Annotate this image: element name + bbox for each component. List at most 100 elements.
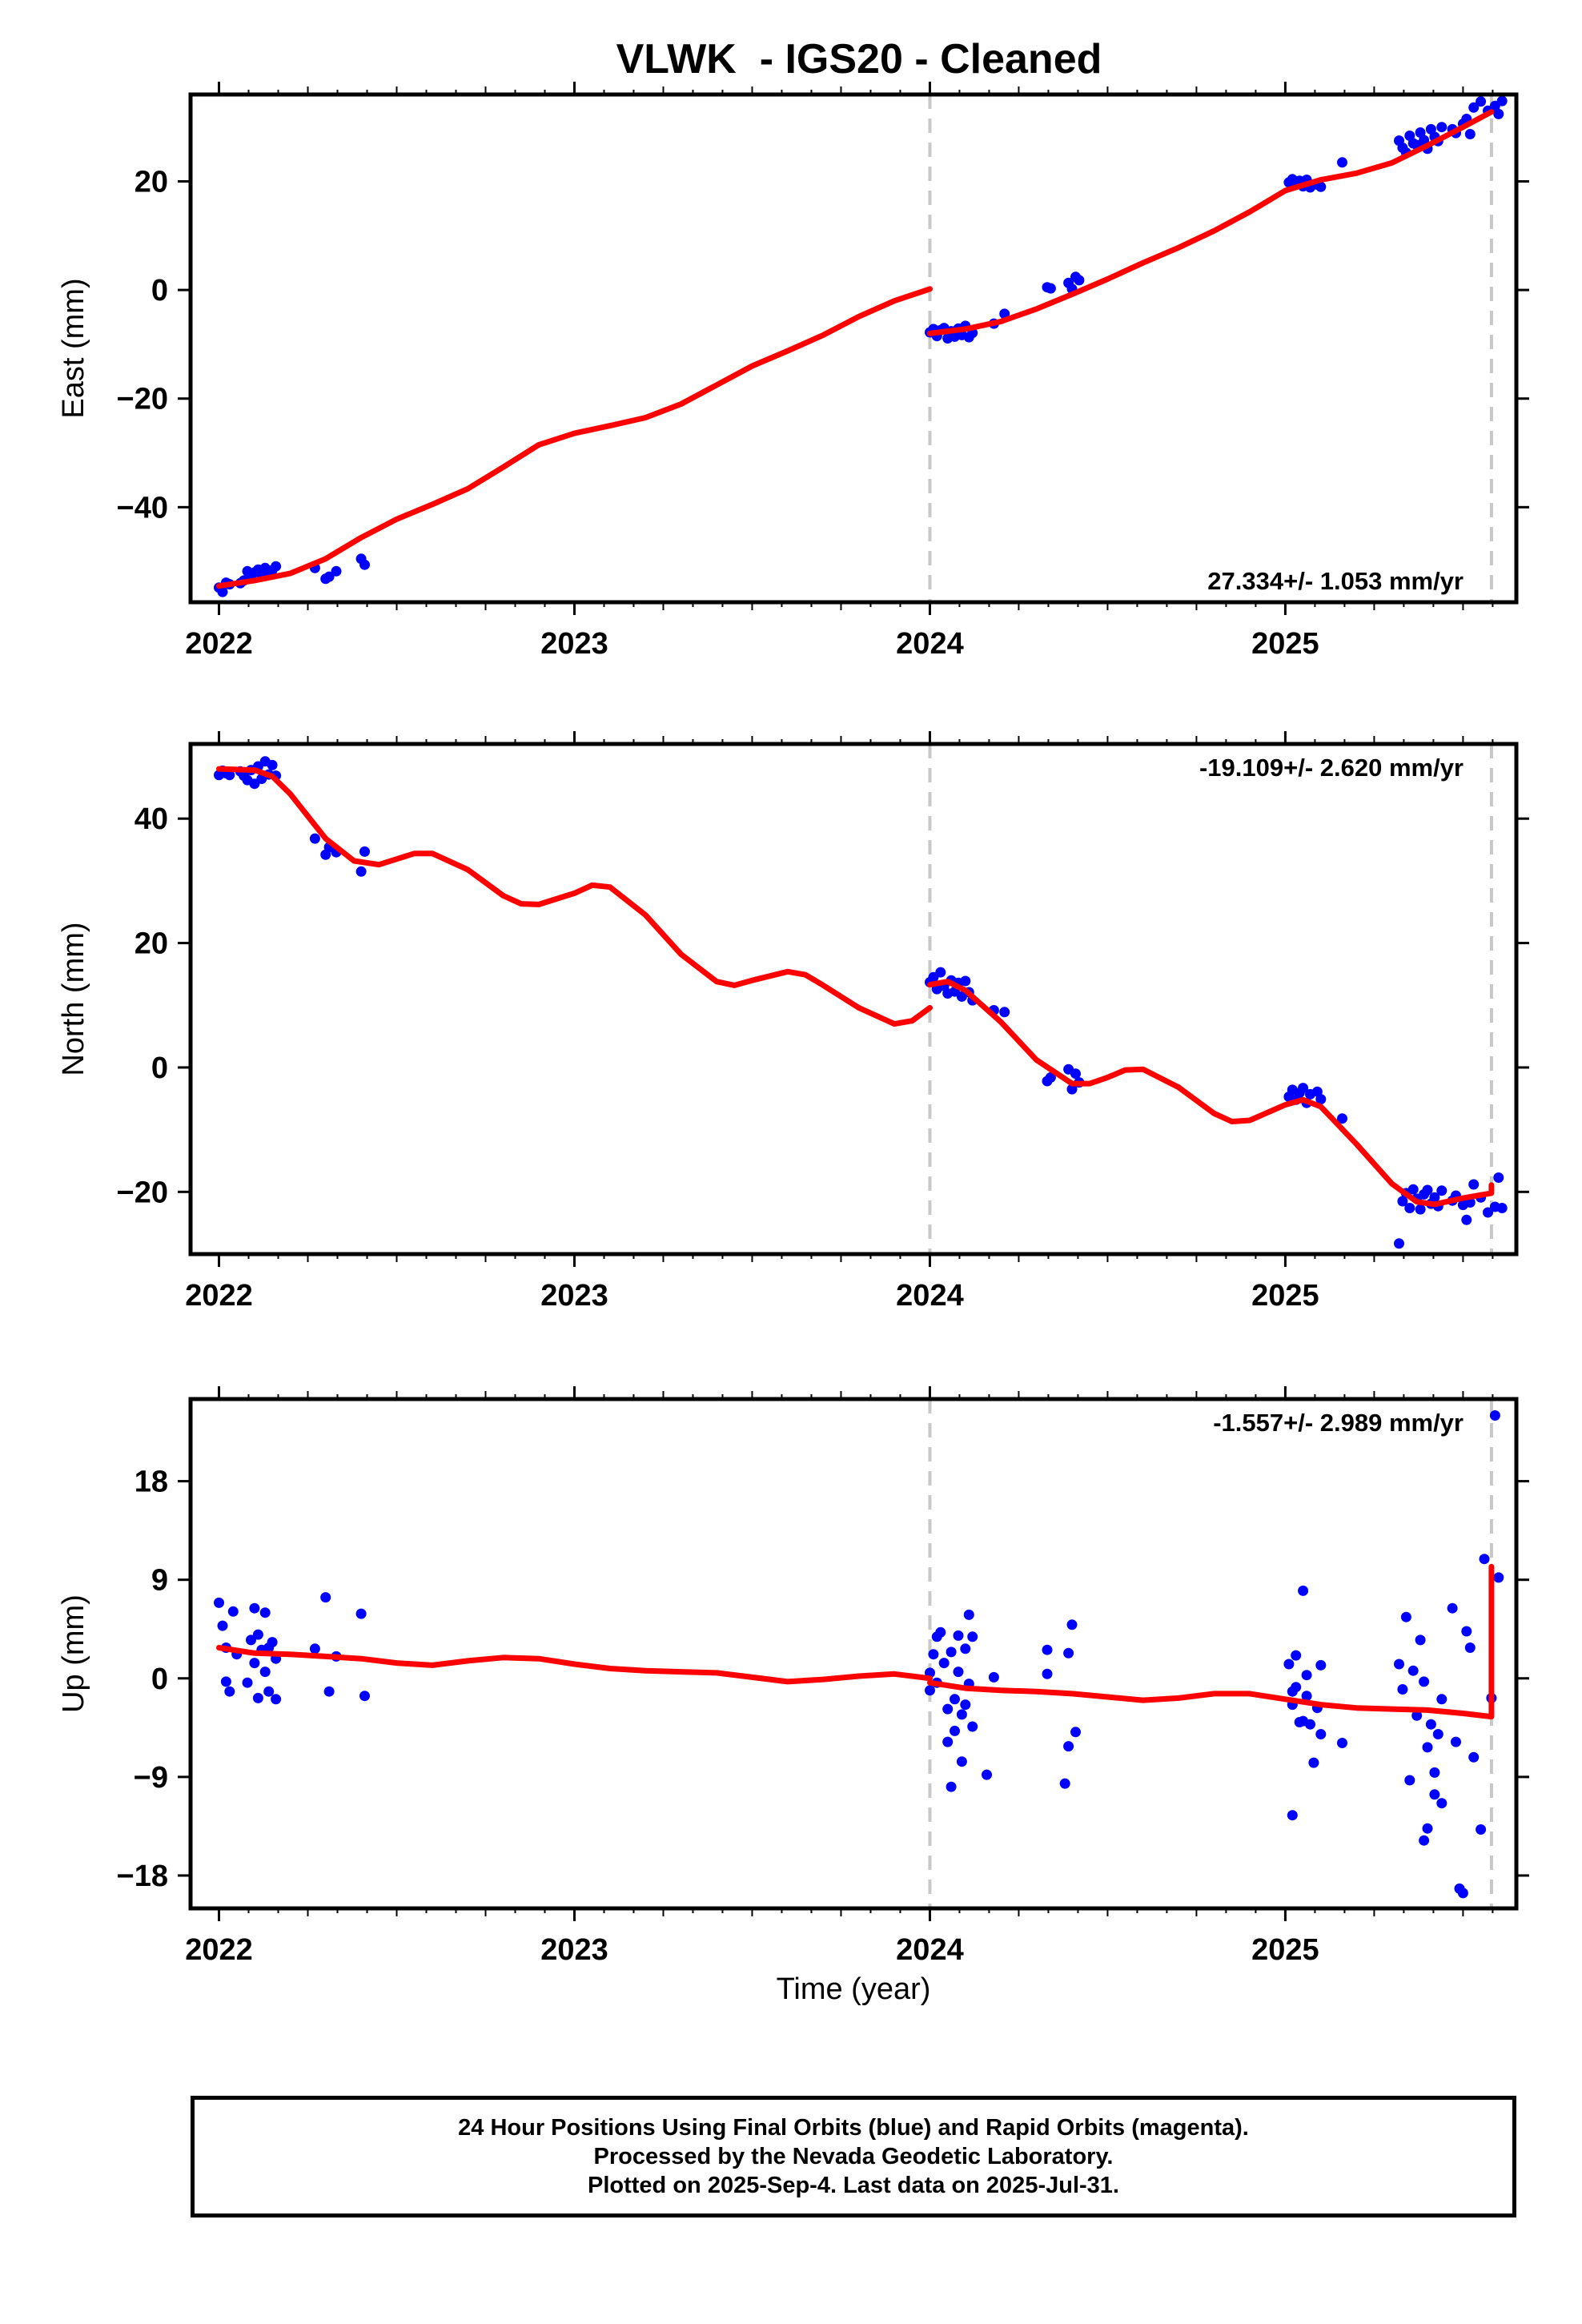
data-point xyxy=(967,1631,978,1642)
up-frame xyxy=(188,1397,1519,1911)
data-point xyxy=(271,1694,282,1705)
data-point xyxy=(259,1667,271,1678)
data-point xyxy=(1283,1659,1295,1670)
data-point xyxy=(1476,1824,1487,1835)
data-point xyxy=(224,770,235,781)
east-y-tick-label: 0 xyxy=(151,274,168,308)
footer-line-2: Processed by the Nevada Geodetic Laborat… xyxy=(593,2144,1114,2169)
data-point xyxy=(1415,1204,1426,1215)
data-point xyxy=(1429,1767,1440,1778)
data-point xyxy=(359,559,370,570)
data-point xyxy=(220,1676,231,1687)
north-y-tick-label: 0 xyxy=(151,1051,168,1085)
data-point xyxy=(227,1606,239,1617)
data-point xyxy=(246,1634,256,1646)
data-point xyxy=(1468,1179,1480,1190)
east-x-tick-label: 2023 xyxy=(540,627,608,661)
north-y-axis-label: North (mm) xyxy=(57,922,90,1076)
data-point xyxy=(1042,1644,1053,1655)
data-point xyxy=(1059,1778,1070,1789)
data-point xyxy=(935,967,946,978)
data-point xyxy=(1315,1659,1327,1671)
up-rate-label: -1.557+/- 2.989 mm/yr xyxy=(1213,1409,1464,1437)
north-points xyxy=(214,756,1508,1249)
data-point xyxy=(1074,275,1085,286)
data-point xyxy=(1479,1554,1490,1565)
data-point xyxy=(267,759,278,770)
data-point xyxy=(1429,1192,1440,1203)
up-x-tick-label: 2025 xyxy=(1251,1933,1319,1967)
up-x-tick-label: 2023 xyxy=(540,1933,608,1967)
data-point xyxy=(1337,1738,1347,1748)
data-point xyxy=(1397,1684,1408,1695)
data-point xyxy=(252,1629,263,1640)
north-y-tick-label: 20 xyxy=(135,927,168,961)
data-point xyxy=(1394,1238,1404,1249)
data-point xyxy=(1457,1888,1468,1899)
east-x-tick-label: 2022 xyxy=(185,627,253,661)
data-point xyxy=(359,1691,370,1702)
east-y-axis-label: East (mm) xyxy=(57,278,90,418)
east-x-tick-label: 2024 xyxy=(896,627,964,661)
data-point xyxy=(1419,135,1430,146)
data-point xyxy=(214,1597,224,1608)
up-x-tick-label: 2024 xyxy=(896,1933,964,1967)
data-point xyxy=(1063,1647,1074,1659)
chart-title: VLWK - IGS20 - Cleaned xyxy=(616,36,1102,82)
data-point xyxy=(950,1694,960,1705)
data-point xyxy=(967,1721,978,1732)
up-panel: 18 9 0 −9 −18 2022 2023 2024 2025 Up (mm) -1.557+/… xyxy=(57,1386,1529,1967)
data-point xyxy=(1429,1789,1440,1800)
data-point xyxy=(1404,1775,1415,1786)
north-x-tick-label: 2025 xyxy=(1251,1279,1319,1313)
data-point xyxy=(267,1637,278,1648)
data-point xyxy=(1063,1741,1074,1752)
data-point xyxy=(1468,102,1480,113)
data-point xyxy=(988,1671,999,1683)
data-point xyxy=(359,846,370,857)
data-point xyxy=(942,1736,954,1747)
north-model-line-0 xyxy=(216,766,933,1027)
data-point xyxy=(271,561,282,572)
up-y-tick-label: 0 xyxy=(151,1663,168,1696)
data-point xyxy=(938,1658,950,1669)
north-rate-label: -19.109+/- 2.620 mm/yr xyxy=(1199,754,1464,782)
data-point xyxy=(1476,96,1487,107)
data-point xyxy=(259,1607,271,1618)
data-point xyxy=(1301,1670,1312,1681)
data-point xyxy=(1400,1611,1411,1622)
data-point xyxy=(224,1686,235,1697)
data-point xyxy=(355,866,367,877)
data-point xyxy=(1407,1665,1419,1676)
up-points xyxy=(214,1410,1504,1899)
data-point xyxy=(323,571,335,582)
up-x-tick-label: 2022 xyxy=(185,1933,253,1967)
data-point xyxy=(1422,1823,1433,1834)
north-frame xyxy=(188,742,1519,1256)
data-point xyxy=(960,1699,971,1711)
data-point xyxy=(252,1692,263,1703)
north-x-tick-label: 2024 xyxy=(896,1279,964,1313)
data-point xyxy=(982,1769,992,1780)
data-point xyxy=(1496,1203,1508,1213)
data-point xyxy=(1315,1094,1327,1105)
data-point xyxy=(1291,1682,1302,1693)
data-point xyxy=(249,1658,260,1669)
data-point xyxy=(1489,1410,1500,1421)
data-point xyxy=(999,1007,1010,1018)
data-point xyxy=(960,975,971,987)
data-point xyxy=(1425,1719,1436,1730)
data-point xyxy=(1436,122,1447,133)
data-point xyxy=(1066,1619,1078,1630)
data-point xyxy=(1070,1068,1081,1080)
data-point xyxy=(956,1709,967,1720)
data-point xyxy=(1461,1214,1472,1225)
data-point xyxy=(1308,1757,1319,1768)
up-y-tick-label: 18 xyxy=(135,1466,168,1499)
data-point xyxy=(1461,1626,1472,1637)
north-x-tick-label: 2023 xyxy=(540,1279,608,1313)
data-point xyxy=(1404,1203,1415,1213)
data-point xyxy=(1419,1676,1430,1687)
up-y-tick-label: −9 xyxy=(134,1761,168,1795)
